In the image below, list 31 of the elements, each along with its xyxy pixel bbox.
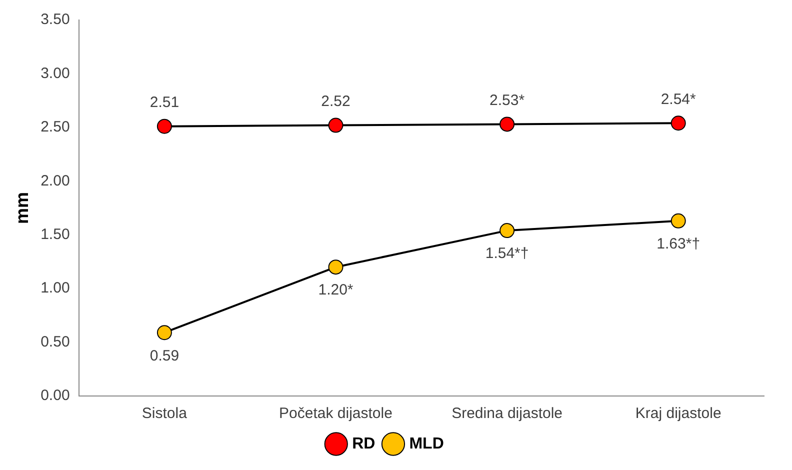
point [328, 260, 344, 275]
legend-label: MLD [409, 435, 444, 452]
point [670, 116, 686, 131]
x-tick-label: Kraj dijastole [635, 405, 722, 422]
legend-label: RD [352, 435, 376, 452]
y-tick-label: 1.00 [40, 280, 70, 297]
data-label: 1.20* [318, 282, 354, 299]
point [156, 118, 172, 134]
data-label: 2.52 [321, 92, 350, 110]
y-tick-label: 2.50 [40, 118, 70, 136]
data-label: 1.63*† [656, 236, 700, 253]
y-axis-title: mm [12, 192, 32, 224]
y-tick-label: 0.50 [40, 333, 70, 350]
point [670, 213, 686, 228]
y-tick-label: 2.00 [40, 172, 70, 190]
data-label: 1.54*† [485, 245, 529, 262]
point [500, 116, 515, 132]
data-label: 2.54* [660, 90, 696, 108]
point [328, 118, 344, 133]
y-tick-label: 0.00 [40, 387, 70, 404]
data-label: 2.53* [490, 92, 525, 109]
x-tick-label: Početak dijastole [279, 405, 392, 422]
point [156, 325, 172, 340]
data-label: 0.59 [150, 347, 180, 364]
data-label: 2.51 [150, 94, 180, 111]
x-tick-label: Sistola [142, 405, 188, 422]
x-tick-label: Sredina dijastole [452, 405, 562, 422]
point [500, 223, 515, 238]
y-tick-label: 3.00 [40, 64, 70, 82]
y-tick-label: 3.50 [40, 11, 70, 28]
y-tick-label: 1.50 [40, 226, 70, 243]
